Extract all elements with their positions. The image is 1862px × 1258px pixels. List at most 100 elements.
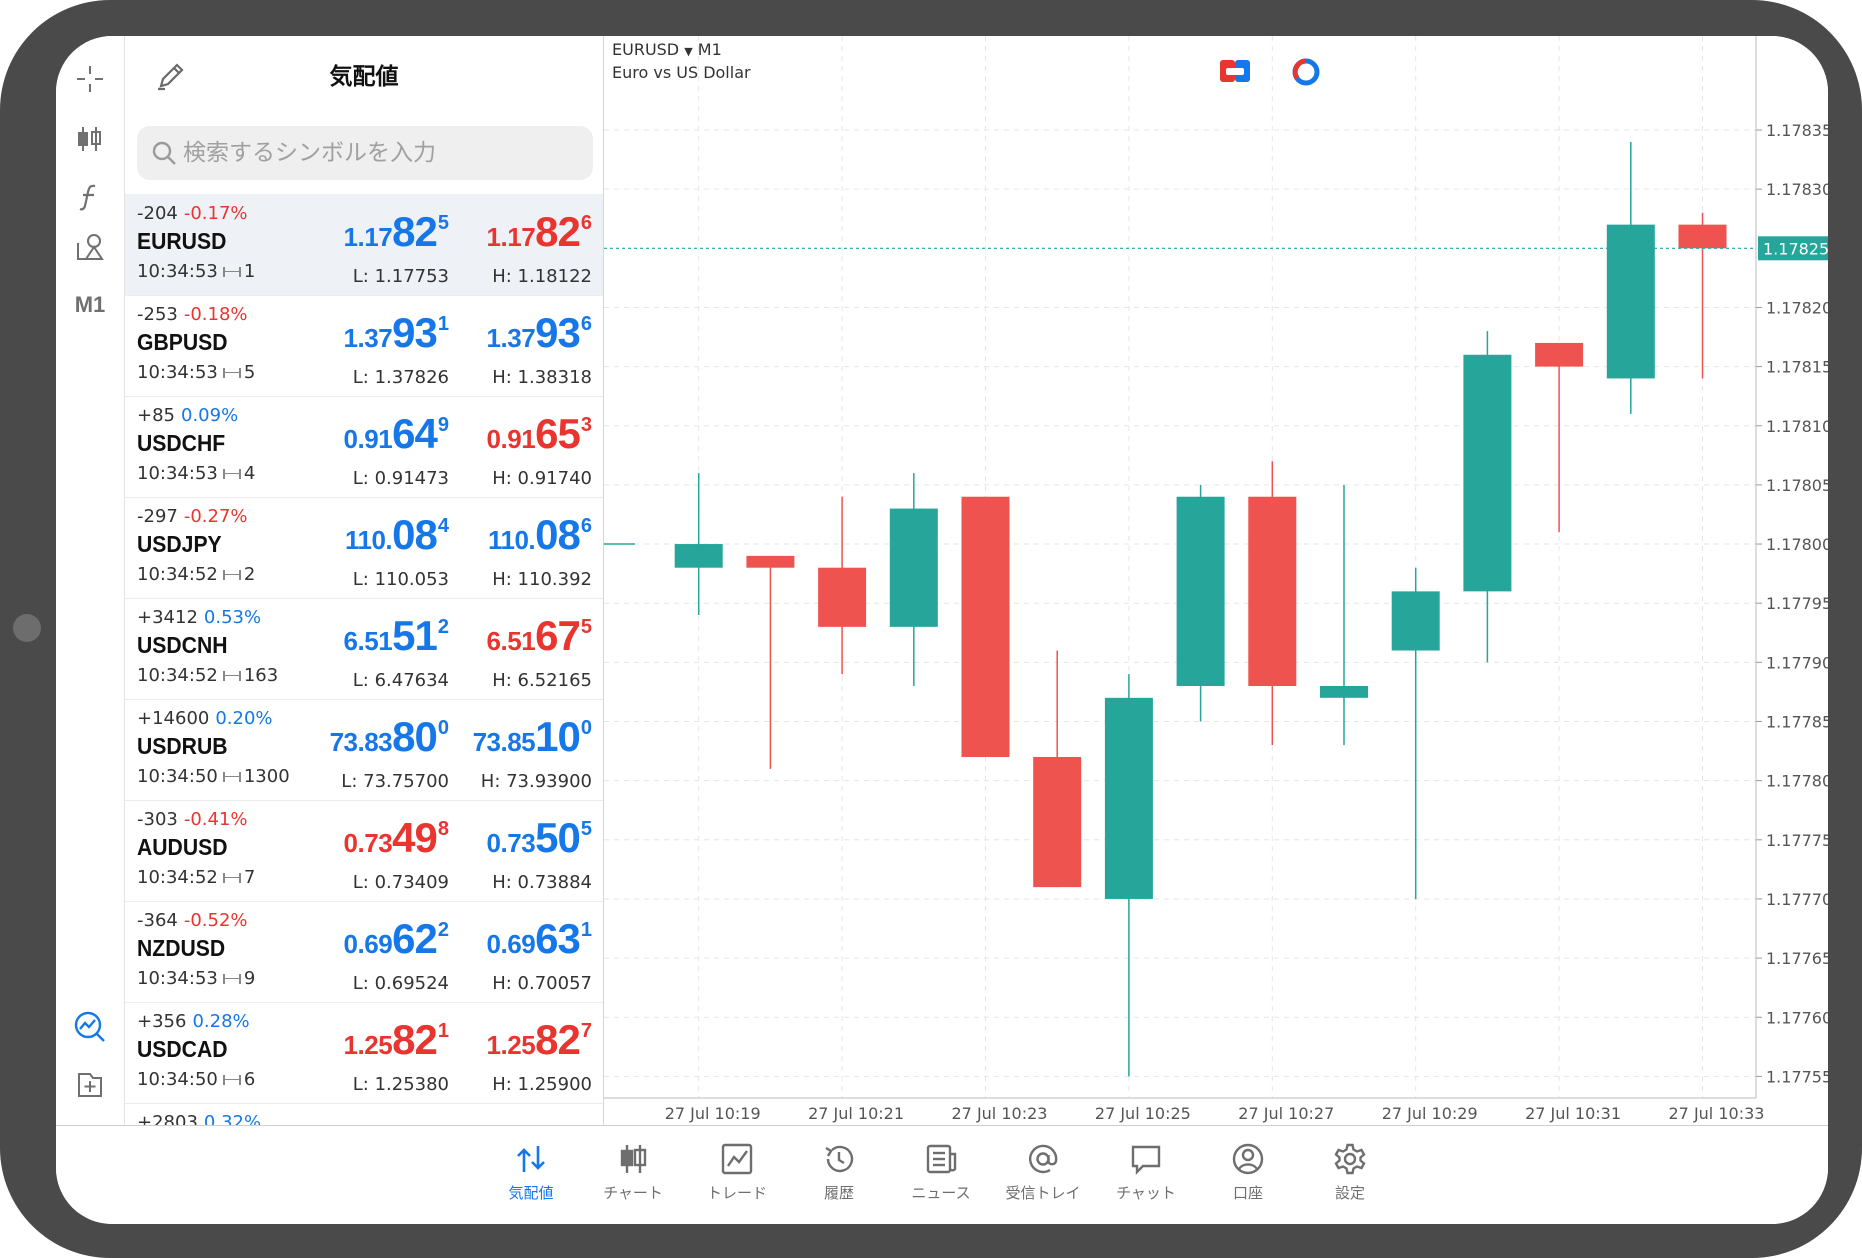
ask-price-big: 50 [535,814,581,861]
candlestick-chart[interactable]: 1.17835 1.17830 1.17820 1.17815 1.17810 1.178… [604,36,1828,1125]
change-percent: 0.32% [203,1112,262,1125]
y-tick-label: 1.17795 [1766,594,1828,613]
y-tick-label: 1.17775 [1766,831,1828,850]
bid-price[interactable]: 73.83800 [330,713,449,761]
timeframe-m1[interactable]: M1 [74,292,106,317]
nav-tab-history-clock[interactable]: 履歴 [799,1136,879,1216]
ask-price-big: 08 [535,511,581,558]
ask-price[interactable]: 73.85100 [473,713,592,761]
nav-tab-label: 受信トレイ [1005,1184,1081,1202]
y-tick-label: 1.17790 [1766,653,1828,672]
spread-value: 1 [243,261,256,282]
change-percent: 0.28% [192,1011,250,1032]
ask-price[interactable] [591,1117,592,1125]
add-icon[interactable] [56,1060,124,1110]
nav-tab-at[interactable]: 受信トレイ [1003,1136,1083,1216]
bid-price[interactable]: 0.69622 [344,915,449,963]
search-input[interactable] [183,126,583,180]
bid-price[interactable]: 1.25821 [344,1016,449,1064]
bid-price-pip: 9 [437,414,449,436]
quote-row[interactable]: -364 -0.52% NZDUSD 10:34:53 9 0.69622 0.69631 L… [125,901,603,1003]
quote-row[interactable]: -253 -0.18% GBPUSD 10:34:53 5 1.37931 1.37936 L… [125,295,603,397]
edit-pencil-icon[interactable] [153,58,189,94]
spread-icon [222,1075,241,1085]
quote-row[interactable]: -297 -0.27% USDJPY 10:34:52 2 110.084 110.086 L… [125,497,603,599]
bid-price[interactable]: 0.91649 [344,410,449,458]
chart-monitor-icon[interactable] [56,1002,124,1052]
trade-timer-icon[interactable] [1290,56,1322,88]
ask-price[interactable]: 0.91653 [487,410,592,458]
ask-price[interactable]: 6.51675 [487,612,592,660]
nav-tab-account[interactable]: 口座 [1208,1136,1288,1216]
daily-change: -253 -0.18% [137,304,248,325]
indicator-icon[interactable] [56,114,124,164]
candle-bear [1535,342,1584,533]
bid-price[interactable]: 6.51512 [344,612,449,660]
quote-row[interactable]: +3412 0.53% USDCNH 10:34:52 163 6.51512 6.5167… [125,598,603,700]
gear-icon [1334,1143,1366,1175]
bid-price[interactable]: 1.37931 [344,309,449,357]
nav-tab-label: 気配値 [508,1184,554,1202]
bid-price[interactable]: 110.084 [345,511,449,559]
one-click-trading-icon[interactable] [1220,60,1250,82]
ask-price[interactable]: 110.086 [488,511,592,559]
function-icon[interactable] [56,172,124,222]
y-tick-label: 1.17835 [1766,121,1828,140]
quote-row[interactable]: +85 0.09% USDCHF 10:34:53 4 0.91649 0.91653 L: … [125,396,603,498]
y-tick-label: 1.17820 [1766,298,1828,317]
ask-price-big: 67 [535,612,581,659]
quote-row[interactable]: -204 -0.17% EURUSD 10:34:53 1 1.17825 1.17826 L… [125,194,603,296]
bottom-navigation: 気配値 チャート トレード 履歴 ニュース 受信トレイ チャット 口座 設定 [56,1125,1828,1224]
quote-row[interactable]: +14600 0.20% USDRUB 10:34:50 1300 73.83800 73.… [125,699,603,801]
spread-icon [222,469,241,479]
daily-high: H: 1.25900 [492,1074,592,1095]
symbol-name: EURUSD [137,228,227,254]
ask-price[interactable]: 0.73505 [487,814,592,862]
change-percent: -0.52% [183,910,248,931]
ask-price-prefix: 0.91 [486,424,536,454]
y-tick-label: 1.17765 [1766,949,1828,968]
crosshair-icon[interactable] [56,54,124,104]
quote-row[interactable]: -303 -0.41% AUDUSD 10:34:52 7 0.73498 0.73505 L… [125,800,603,902]
nav-tab-candles[interactable]: チャート [593,1136,673,1216]
bid-price[interactable]: 0.73498 [344,814,449,862]
quote-row[interactable]: +2803 0.32% [125,1103,603,1125]
trade-chart-icon [721,1143,753,1175]
search-icon [152,141,176,165]
chart-area[interactable]: 1.17835 1.17830 1.17820 1.17815 1.17810 1.178… [604,36,1828,1125]
nav-tab-quotes-arrows[interactable]: 気配値 [491,1136,571,1216]
quote-row[interactable]: +356 0.28% USDCAD 10:34:50 6 1.25821 1.25827 L:… [125,1002,603,1104]
nav-tab-gear[interactable]: 設定 [1310,1136,1390,1216]
chart-description: Euro vs US Dollar [612,63,751,82]
y-tick-label: 1.17805 [1766,476,1828,495]
spread-icon [222,772,241,782]
home-button[interactable] [13,614,41,642]
spread-icon [222,671,241,681]
quote-time: 10:34:52 7 [137,867,255,888]
bid-price-pip: 1 [437,1020,449,1042]
daily-high: H: 1.38318 [492,367,592,388]
ask-price[interactable]: 0.69631 [487,915,592,963]
ask-price-pip: 3 [580,414,592,436]
news-icon [926,1144,957,1174]
nav-tab-label: チャット [1116,1184,1176,1202]
chart-symbol[interactable]: EURUSD ▼ M1 [612,40,722,59]
ask-price[interactable]: 1.25827 [487,1016,592,1064]
bid-price-prefix: 0.91 [343,424,393,454]
quotes-panel: 気配値 -204-0.17%EURUSD10:34:5311.178251.17… [125,36,604,1125]
nav-tab-trade-chart[interactable]: トレード [697,1136,777,1216]
symbol-search[interactable] [137,126,593,180]
ask-price-prefix: 1.25 [486,1030,536,1060]
nav-tab-news[interactable]: ニュース [901,1136,981,1216]
symbol-name: NZDUSD [137,935,226,961]
nav-tab-chat-bubble[interactable]: チャット [1106,1136,1186,1216]
bid-price[interactable]: 1.17825 [344,208,449,256]
bid-price[interactable] [448,1117,449,1125]
ask-price[interactable]: 1.37936 [487,309,592,357]
ask-price-big: 93 [535,309,581,356]
ask-price[interactable]: 1.17826 [487,208,592,256]
bid-price-pip: 1 [437,313,449,335]
spread-value: 4 [243,463,256,484]
objects-icon[interactable] [56,222,124,272]
